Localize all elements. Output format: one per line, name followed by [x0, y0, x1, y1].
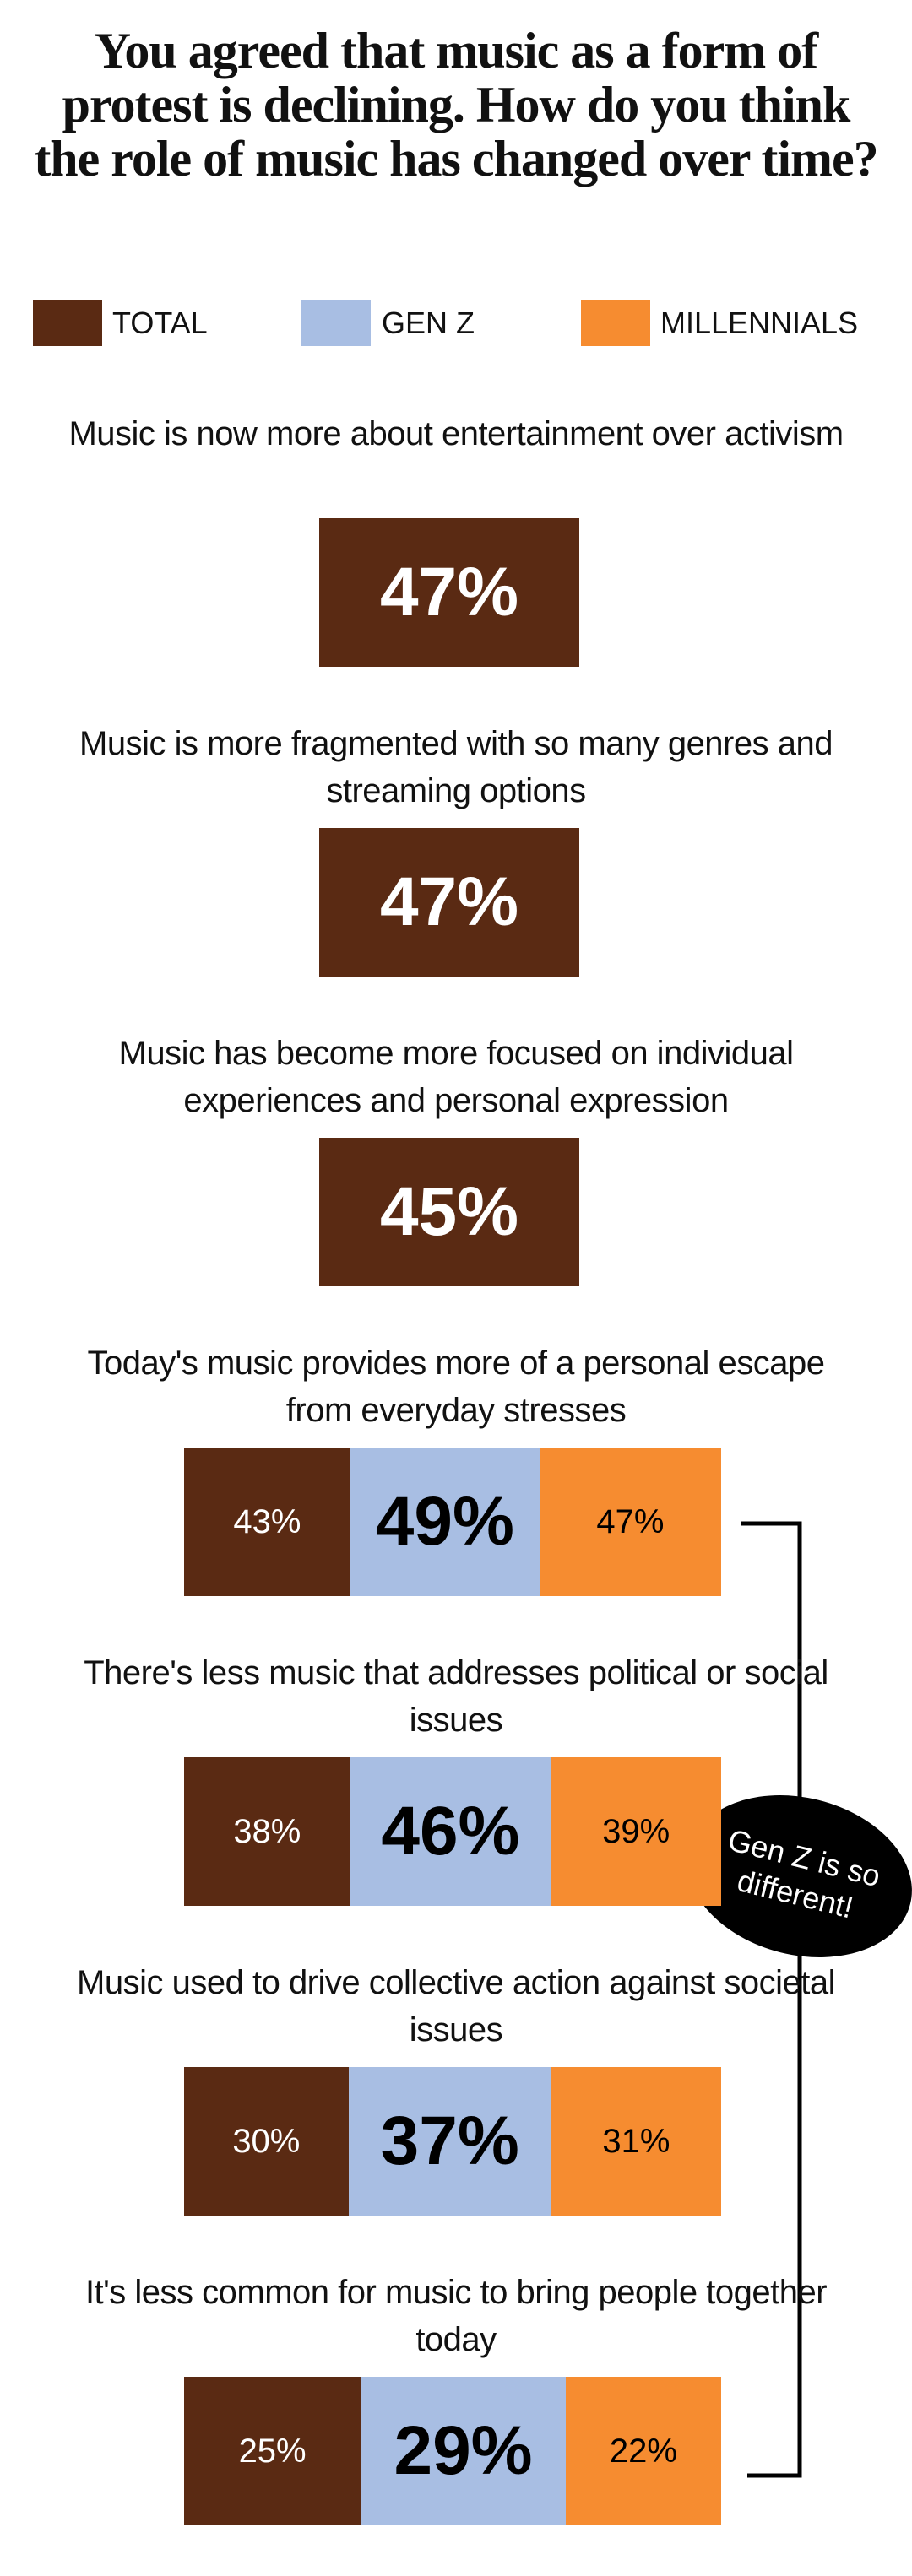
bar-segment: 31% — [551, 2067, 721, 2216]
value-label: 47% — [379, 863, 519, 940]
bar-segment: 25% — [184, 2377, 361, 2525]
bar: 45% — [319, 1138, 579, 1286]
bar-segment: 29% — [361, 2377, 566, 2525]
bar-segment: 30% — [184, 2067, 349, 2216]
bar-segment: 37% — [348, 2067, 551, 2216]
legend-label: MILLENNIALS — [660, 306, 859, 340]
bar-segment: 49% — [350, 1448, 540, 1596]
category-label: There's less music that addresses politi… — [84, 1654, 828, 1739]
value-label: 43% — [233, 1502, 301, 1540]
value-label: 30% — [232, 2122, 301, 2160]
category-label: It's less common for music to bring peop… — [84, 2274, 828, 2358]
legend-label: TOTAL — [112, 306, 208, 340]
value-label: 29% — [394, 2412, 533, 2489]
bracket — [741, 1521, 802, 2478]
value-label: 31% — [602, 2122, 670, 2160]
bar-segment: 43% — [184, 1448, 350, 1596]
value-label: 22% — [609, 2432, 677, 2470]
category-label: Music is now more about entertainment ov… — [68, 415, 844, 452]
category-label: Today's music provides more of a persona… — [87, 1345, 825, 1429]
bar: 47% — [319, 828, 579, 977]
bar-segment: 46% — [350, 1757, 551, 1906]
value-label: 45% — [379, 1173, 519, 1250]
value-label: 25% — [238, 2432, 307, 2470]
value-label: 39% — [602, 1812, 670, 1850]
legend-swatch — [581, 300, 650, 346]
category-label: Music is more fragmented with so many ge… — [79, 725, 833, 809]
value-label: 47% — [596, 1502, 665, 1540]
value-label: 37% — [380, 2102, 519, 2179]
category-label: Music used to drive collective action ag… — [77, 1964, 835, 2048]
bar: 47% — [319, 518, 579, 667]
legend-swatch — [301, 300, 371, 346]
category-label: Music has become more focused on individ… — [118, 1035, 794, 1119]
chart-title: You agreed that music as a form of prote… — [34, 23, 878, 187]
bar-segment: 47% — [539, 1448, 721, 1596]
value-label: 47% — [379, 554, 519, 630]
legend-label: GEN Z — [382, 306, 475, 340]
legend-swatch — [33, 300, 102, 346]
value-label: 46% — [381, 1793, 520, 1870]
bar-segment: 22% — [565, 2377, 721, 2525]
bar-segment: 39% — [551, 1757, 721, 1906]
value-label: 38% — [233, 1812, 301, 1850]
value-label: 49% — [375, 1483, 514, 1560]
bar-segment: 38% — [184, 1757, 350, 1906]
